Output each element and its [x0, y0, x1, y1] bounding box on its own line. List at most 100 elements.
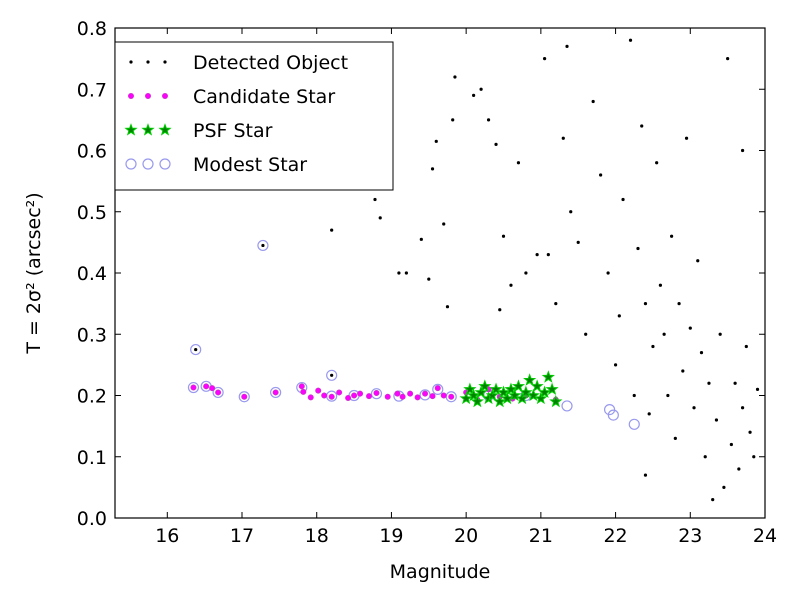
legend-label-modest-star: Modest Star	[193, 154, 307, 176]
detected-object-point	[744, 344, 748, 349]
candidate-star-point	[315, 387, 322, 394]
detected-object-point	[516, 161, 521, 165]
psf-star-point	[549, 394, 563, 408]
detected-object-point	[621, 197, 625, 202]
legend-marker-psf-star-point	[158, 123, 172, 136]
psf-star-point	[545, 382, 559, 395]
detected-object-point	[194, 347, 198, 352]
psf-star-point	[478, 379, 492, 392]
psf-star-point	[530, 379, 544, 392]
candidate-star-point	[345, 394, 352, 401]
detected-object-point	[617, 314, 621, 318]
detected-object-point	[740, 406, 745, 410]
detected-object-point	[535, 253, 539, 257]
detected-object-point	[655, 161, 659, 165]
x-tick-label: 16	[155, 525, 179, 547]
detected-object-point	[330, 228, 334, 232]
candidate-star-point	[351, 392, 358, 399]
detected-object-point	[681, 369, 685, 373]
detected-object-point	[643, 302, 648, 306]
detected-object-point	[546, 253, 550, 257]
detected-object-point	[722, 485, 726, 489]
candidate-star-point	[373, 390, 380, 397]
psf-star-point	[504, 382, 518, 395]
detected-object-point	[509, 283, 513, 287]
candidate-star-point	[434, 385, 441, 392]
legend-box	[114, 41, 394, 191]
x-tick-label: 21	[529, 525, 553, 547]
detected-object-point	[479, 87, 483, 91]
detected-object-point	[445, 305, 450, 309]
detected-object-point	[591, 99, 595, 104]
detected-object-point	[373, 197, 377, 202]
modest-star-point	[326, 369, 338, 381]
psf-star-point	[500, 391, 514, 405]
x-tick-label: 22	[603, 525, 627, 547]
detected-object-point	[404, 271, 408, 275]
x-tick-label: 20	[454, 525, 478, 547]
detected-object-point	[606, 271, 610, 275]
detected-object-point	[666, 393, 670, 398]
candidate-star-point	[366, 393, 373, 400]
legend-marker-detected-object-point	[163, 60, 167, 64]
detected-object-point	[714, 418, 719, 422]
detected-object-point	[330, 373, 334, 377]
detected-object-point	[737, 467, 741, 471]
psf-star-point	[519, 385, 533, 399]
candidate-star-point	[190, 384, 197, 391]
detected-object-point	[636, 246, 640, 251]
modest-star-points	[187, 239, 640, 430]
y-tick-label: 0.0	[77, 508, 107, 530]
detected-object-point	[599, 173, 603, 177]
x-tick-label: 24	[753, 525, 777, 547]
candidate-star-point	[298, 383, 305, 390]
modest-star-point	[432, 383, 444, 395]
y-tick-label: 0.4	[77, 263, 107, 285]
detected-object-point	[748, 430, 752, 434]
modest-star-point	[190, 343, 202, 356]
detected-object-point	[613, 363, 618, 367]
detected-object-point	[453, 75, 457, 79]
detected-object-point	[576, 240, 580, 244]
candidate-star-point	[272, 389, 279, 396]
detected-object-point	[651, 344, 655, 349]
modest-star-point	[187, 381, 200, 394]
candidate-star-point	[429, 393, 436, 400]
detected-object-point	[419, 237, 423, 241]
psf-star-point	[538, 385, 552, 399]
candidate-star-point	[394, 390, 401, 397]
psf-star-point	[467, 388, 481, 402]
detected-object-point	[427, 277, 431, 281]
detected-object-point	[703, 455, 707, 459]
psf-star-point	[508, 388, 522, 402]
detected-object-point	[692, 406, 696, 410]
psf-star-point	[523, 373, 537, 386]
legend-label-detected-object: Detected Object	[193, 52, 348, 74]
psf-star-point	[511, 379, 526, 392]
x-axis-title: Magnitude	[390, 561, 491, 583]
psf-star-point	[526, 388, 540, 402]
y-axis-title: T = 2σ² (arcsec²)	[23, 192, 45, 354]
y-tick-label: 0.5	[77, 202, 107, 224]
detected-object-point	[632, 393, 636, 398]
modest-star-point	[257, 239, 269, 252]
detected-object-point	[640, 124, 644, 128]
detected-object-point	[498, 308, 502, 312]
modest-star-point	[212, 386, 224, 399]
detected-object-point	[707, 381, 711, 385]
detected-object-point	[670, 234, 674, 238]
candidate-star-point	[203, 383, 210, 390]
candidate-star-point	[336, 389, 343, 396]
candidate-star-point	[300, 388, 307, 395]
detected-object-point	[261, 243, 265, 248]
detected-object-point	[472, 93, 476, 97]
candidate-star-point	[307, 394, 314, 401]
y-tick-label: 0.7	[77, 79, 107, 101]
detected-object-point	[752, 455, 756, 459]
candidate-star-point	[357, 390, 364, 397]
detected-object-point	[696, 259, 700, 263]
modest-star-point	[370, 388, 383, 400]
detected-object-point	[451, 118, 455, 122]
legend-marker-candidate-star-point	[127, 93, 134, 100]
